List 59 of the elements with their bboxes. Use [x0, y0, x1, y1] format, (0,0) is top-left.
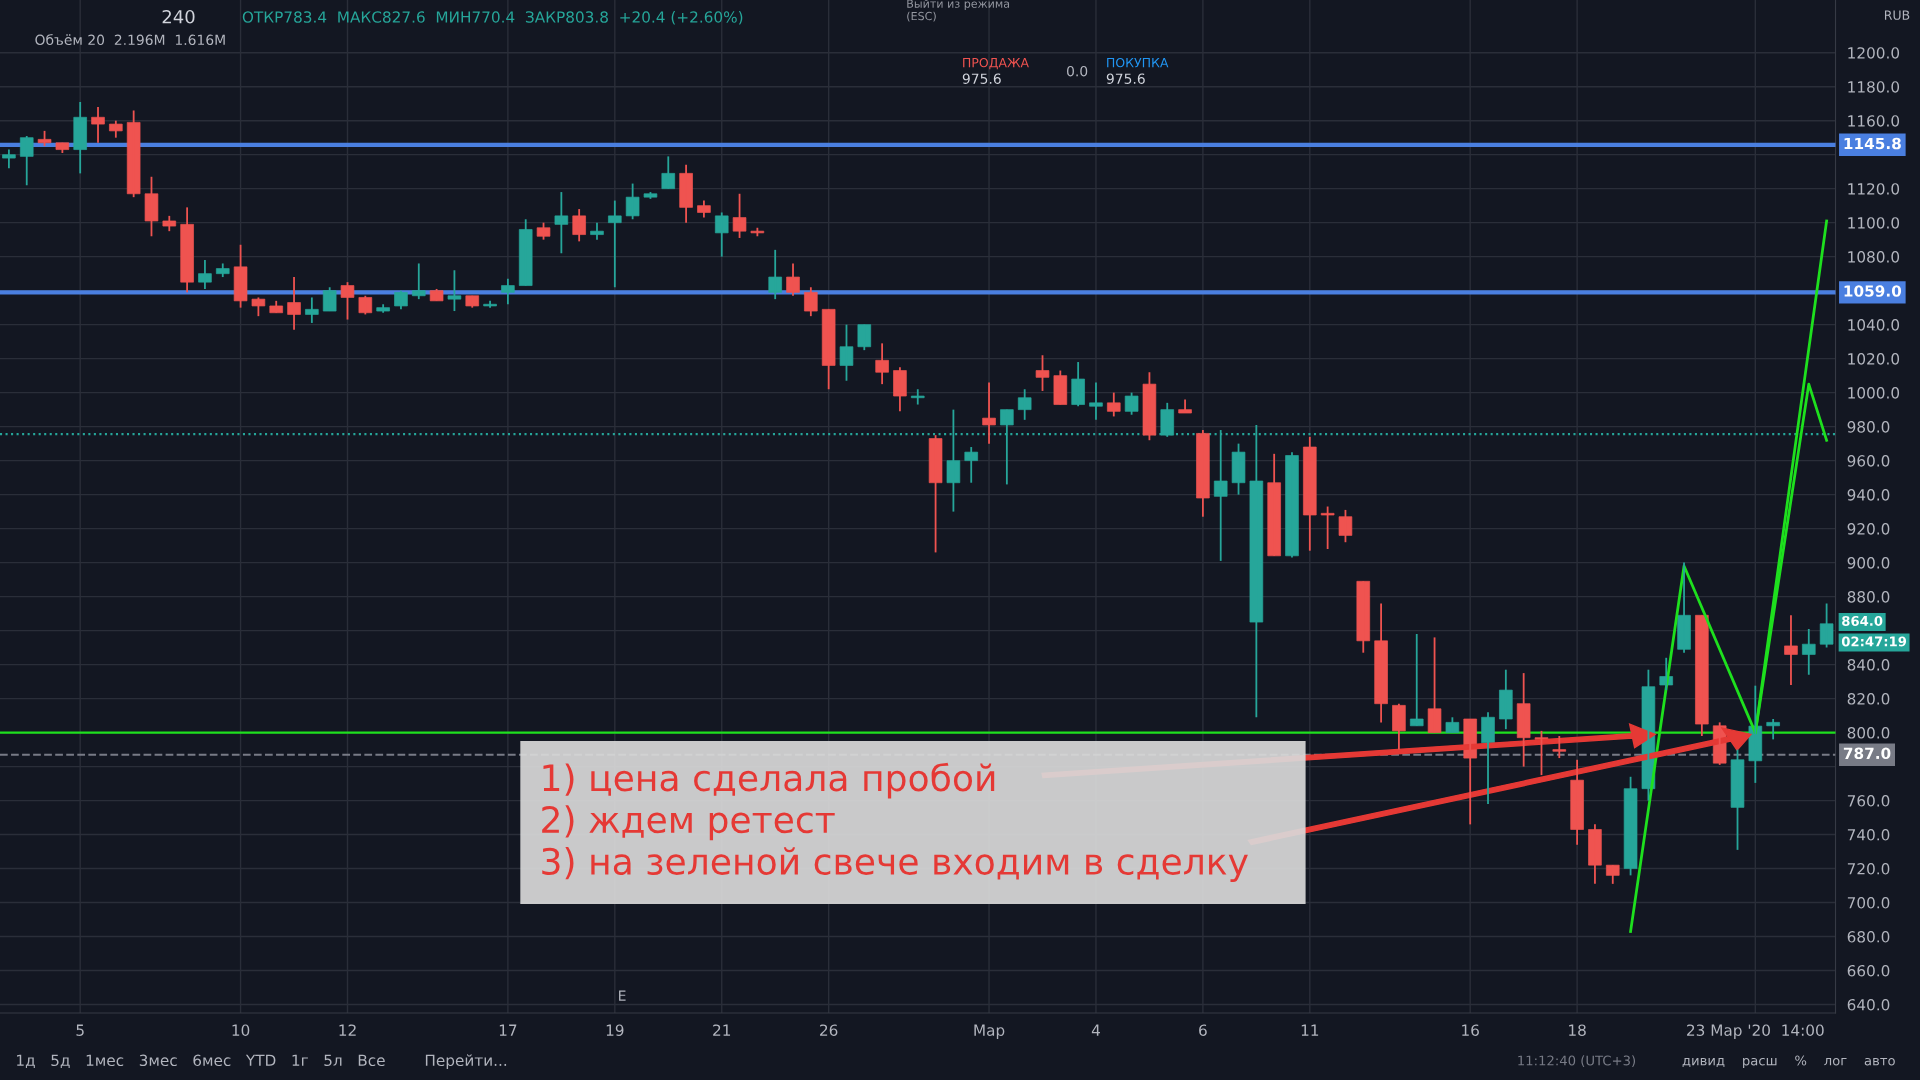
chart-title: 240	[162, 9, 195, 24]
y-tick-label: 700.0	[1847, 897, 1890, 909]
annotation: 0.0	[1066, 65, 1088, 77]
x-tick-label: 18	[1569, 1024, 1586, 1036]
x-tick-label: 12	[339, 1024, 356, 1036]
annotation: E	[619, 990, 626, 1001]
y-tick-label: 680.0	[1847, 931, 1890, 943]
y-tick-label: 1120.0	[1848, 183, 1900, 195]
text: 864.0	[1842, 615, 1883, 626]
y-tick-label: 1040.0	[1848, 319, 1900, 331]
y-tick-label: 840.0	[1847, 659, 1890, 671]
x-tick-label: 10	[232, 1024, 250, 1036]
x-tick-label: Мар	[974, 1024, 1005, 1039]
y-tick-label: 1160.0	[1848, 115, 1900, 127]
y-tick-label: 1180.0	[1848, 81, 1900, 93]
y-tick-label: 1000.0	[1848, 387, 1900, 399]
text: ОТКР783.4 МАКС827.6 МИН770.4 ЗАКР803.8 +20.4 (+2.60%)	[242, 10, 743, 25]
ref-line-label: 1059.0	[1844, 285, 1902, 297]
annotation: 1) цена сделала пробой 2) ждем ретест 3) на зеленой свече входим в сделку	[542, 762, 1248, 883]
annotation: Объём 20 2.196M 1.616M	[35, 34, 225, 46]
text: RUB	[1884, 10, 1910, 20]
y-tick-label: 960.0	[1847, 455, 1890, 467]
y-tick-label: 940.0	[1847, 489, 1890, 501]
x-tick-label: 5	[76, 1024, 84, 1036]
y-tick-label: 1020.0	[1848, 353, 1900, 365]
y-tick-label: 1080.0	[1848, 251, 1900, 263]
y-tick-label: 640.0	[1847, 999, 1890, 1011]
text: дивид расш % лог авто	[1682, 1055, 1895, 1069]
y-tick-label: 900.0	[1847, 557, 1890, 569]
ref-line-label: 787.0	[1843, 747, 1891, 760]
x-tick-label: 6	[1199, 1024, 1207, 1036]
y-tick-label: 880.0	[1847, 591, 1890, 603]
x-tick-label: 16	[1462, 1024, 1479, 1036]
x-tick-label: 23 Мар '20 14:00	[1687, 1024, 1824, 1039]
annotation: Выйти из режима (ESC)	[907, 0, 1010, 22]
y-tick-label: 760.0	[1847, 795, 1890, 807]
text: 02:47:19	[1841, 636, 1907, 647]
annotation: ПОКУПКА	[1107, 57, 1169, 68]
y-tick-label: 1200.0	[1848, 47, 1900, 59]
x-tick-label: 21	[713, 1024, 731, 1036]
x-tick-label: 4	[1091, 1024, 1100, 1036]
y-tick-label: 660.0	[1847, 965, 1890, 977]
annotation: 975.6	[962, 73, 1001, 84]
y-tick-label: 920.0	[1847, 523, 1890, 535]
y-tick-label: 820.0	[1847, 693, 1890, 705]
annotation: 975.6	[1106, 73, 1145, 84]
y-tick-label: 740.0	[1847, 829, 1890, 841]
ref-line-label: 1145.8	[1844, 137, 1901, 150]
y-tick-label: 1100.0	[1848, 217, 1900, 229]
y-tick-label: 980.0	[1847, 421, 1890, 433]
x-tick-label: 19	[606, 1024, 624, 1036]
text: 1д 5д 1мес 3мес 6мес YTD 1г 5л Все Перейти...	[17, 1054, 507, 1070]
x-tick-label: 17	[499, 1024, 517, 1036]
y-tick-label: 800.0	[1847, 727, 1890, 739]
text: 11:12:40 (UTC+3)	[1518, 1055, 1636, 1068]
x-tick-label: 11	[1301, 1024, 1319, 1036]
annotation: ПРОДАЖА	[963, 57, 1029, 70]
x-tick-label: 26	[820, 1024, 838, 1036]
y-tick-label: 720.0	[1847, 863, 1890, 875]
